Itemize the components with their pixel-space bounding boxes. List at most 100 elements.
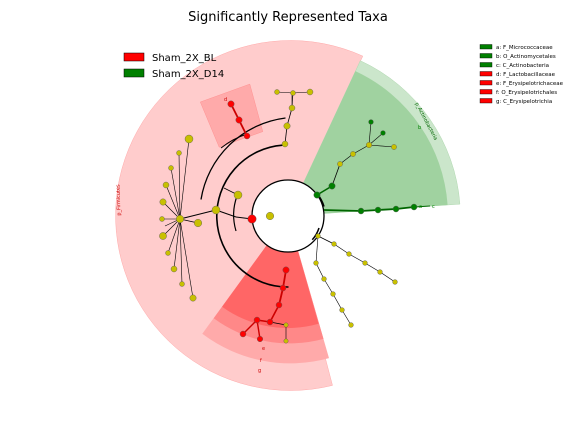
- taxon-node-enriched-bl: [247, 214, 257, 224]
- taxon-node: [266, 211, 275, 220]
- legend-swatch-sham-bl: [123, 52, 145, 62]
- tree-edge: [368, 144, 395, 148]
- tree-edge: [323, 209, 362, 212]
- taxon-node: [288, 104, 296, 112]
- clade-letter-f: f: [260, 358, 262, 364]
- taxon-node-enriched-bl: [243, 132, 251, 140]
- tree-edge: [170, 167, 181, 220]
- taxon-node: [159, 198, 167, 206]
- tree-edge: [352, 144, 370, 155]
- taxon-node: [159, 232, 167, 240]
- key-label-b: b: O_Actinomycetales: [496, 54, 556, 60]
- clade-key: a: F_Micrococcaceae b: O_Actinomycetales…: [479, 44, 564, 105]
- tree-edge: [167, 218, 181, 254]
- tree-edge: [364, 262, 381, 273]
- taxon-node: [391, 144, 397, 150]
- taxon-node: [159, 216, 165, 222]
- taxon-node: [313, 260, 319, 266]
- tree-edge: [368, 132, 384, 146]
- tree-edge: [315, 235, 319, 264]
- taxon-node-enriched-bl: [266, 318, 274, 326]
- tree-edge: [162, 218, 181, 237]
- taxon-node-enriched-d14: [357, 207, 365, 215]
- key-label-d: d: F_Lactobacillaceae: [496, 72, 556, 78]
- taxon-node: [290, 90, 296, 96]
- tree-edge: [317, 235, 335, 245]
- taxon-node-enriched-d14: [392, 205, 400, 213]
- key-swatch-d: [479, 71, 493, 77]
- key-label-a: a: F_Micrococcaceae: [496, 45, 553, 51]
- tree-edge: [332, 293, 343, 311]
- taxon-node: [184, 134, 194, 144]
- taxon-node: [362, 260, 368, 266]
- taxon-node: [233, 190, 243, 200]
- taxon-node-enriched-bl: [275, 301, 283, 309]
- taxon-node: [189, 294, 197, 302]
- clade-letter-d: d: [224, 97, 227, 103]
- taxon-node: [306, 88, 314, 96]
- taxon-node: [176, 150, 182, 156]
- tree-edge: [368, 121, 372, 146]
- taxon-node: [193, 218, 202, 227]
- firmicutes-arc: [216, 144, 289, 288]
- key-label-f: f: O_Erysipelotrichales: [496, 90, 557, 96]
- taxon-node: [315, 233, 321, 239]
- taxon-node-enriched-d14: [380, 130, 386, 136]
- taxon-node-enriched-bl: [257, 336, 264, 343]
- legend-label-sham-d14: Sham_2X_D14: [152, 69, 224, 80]
- taxon-node: [392, 279, 398, 285]
- taxon-node: [175, 214, 184, 223]
- key-swatch-g: [479, 98, 493, 104]
- tree-edge: [178, 152, 181, 220]
- key-swatch-b: [479, 53, 493, 59]
- clade-letter-c: c: [432, 204, 435, 210]
- taxon-node-enriched-bl: [279, 284, 287, 292]
- taxon-node: [283, 322, 289, 328]
- taxon-node: [337, 161, 343, 167]
- taxon-node: [170, 265, 178, 273]
- taxon-node: [346, 251, 352, 257]
- tree-edge: [269, 304, 280, 323]
- clade-letter-e: e: [262, 346, 265, 352]
- root-circle: [251, 179, 325, 253]
- clade-letter-g: g: [258, 368, 261, 374]
- tree-edge: [165, 184, 181, 220]
- tree-edge: [242, 319, 258, 335]
- key-swatch-c: [479, 62, 493, 68]
- tree-edge: [315, 262, 325, 280]
- tree-edge: [341, 309, 352, 326]
- taxon-node: [377, 269, 383, 275]
- taxon-node: [321, 276, 327, 282]
- taxon-node: [331, 241, 337, 247]
- tree-edge: [179, 218, 194, 299]
- key-label-c: c: C_Actinobacteria: [496, 63, 549, 69]
- taxon-node-enriched-bl: [227, 100, 235, 108]
- taxon-node: [274, 89, 280, 95]
- tree-edge: [173, 218, 181, 270]
- taxon-node-enriched-d14: [374, 206, 382, 214]
- taxon-node: [366, 141, 373, 148]
- taxon-node-enriched-d14: [410, 203, 418, 211]
- tree-nodes: [159, 88, 418, 344]
- tree-edge: [331, 163, 341, 187]
- taxon-node: [211, 205, 221, 215]
- taxon-node-enriched-bl: [253, 316, 261, 324]
- bacilli-arc: [200, 117, 286, 200]
- taxon-node: [281, 140, 289, 148]
- taxon-node: [165, 250, 171, 256]
- tree-edge: [179, 138, 190, 220]
- taxon-node-enriched-bl: [235, 116, 243, 124]
- taxon-node: [283, 338, 289, 344]
- key-swatch-e: [479, 80, 493, 86]
- legend-label-sham-bl: Sham_2X_BL: [152, 53, 217, 64]
- taxon-node-enriched-d14: [368, 119, 374, 125]
- clade-letter-b: b: [418, 125, 421, 131]
- key-label-g: g: C_Erysipelotrichia: [496, 99, 552, 105]
- taxon-node: [168, 165, 174, 171]
- tree-edge: [333, 243, 350, 255]
- key-swatch-f: [479, 89, 493, 95]
- taxon-node-enriched-d14: [313, 191, 321, 199]
- tree-edge: [379, 271, 396, 283]
- tree-edge: [348, 253, 366, 264]
